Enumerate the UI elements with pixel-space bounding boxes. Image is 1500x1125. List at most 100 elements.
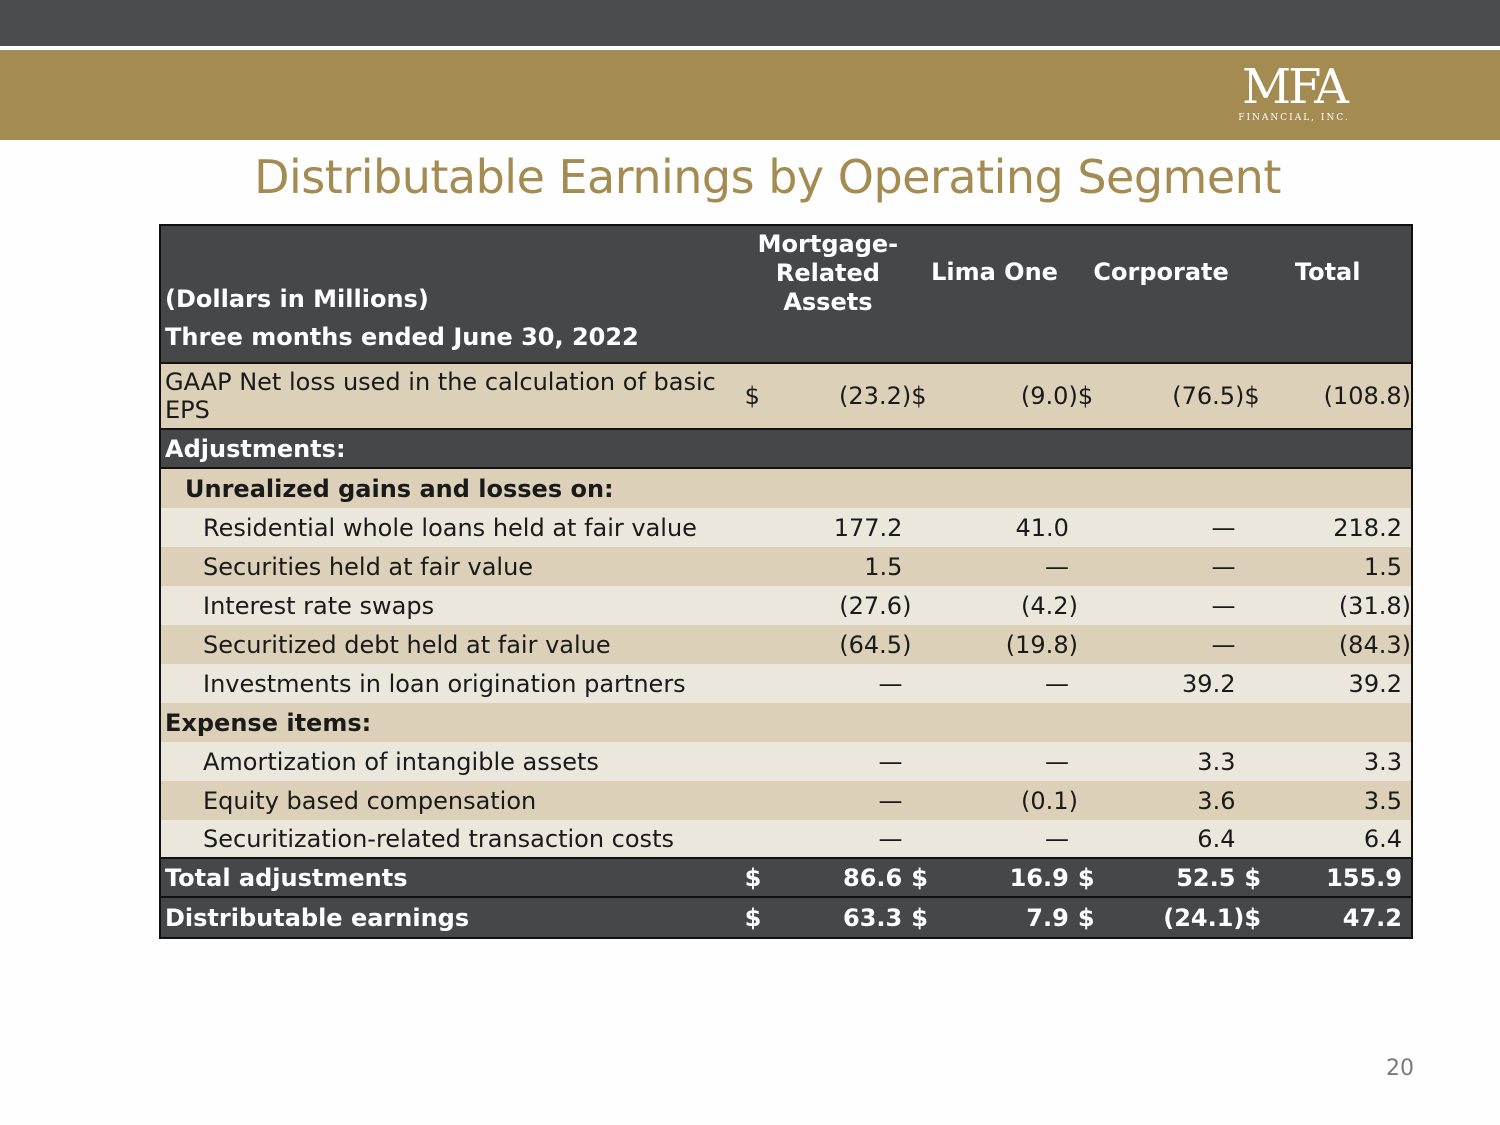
row-label: Securities held at fair value xyxy=(203,552,534,581)
currency-symbol: $ xyxy=(1077,382,1094,410)
period-label: Three months ended June 30, 2022 xyxy=(165,323,639,351)
currency-symbol: $ xyxy=(1077,863,1095,892)
row-label: Amortization of intangible assets xyxy=(203,747,599,776)
currency-symbol: $ xyxy=(744,863,762,892)
value-text: 3.3 xyxy=(1197,747,1236,776)
value-cell: $52.5 xyxy=(1078,864,1245,892)
value-cell: (0.1) xyxy=(911,787,1078,815)
value-text: 86.6 xyxy=(843,863,903,892)
value-text: — xyxy=(878,669,903,698)
value-cell: — xyxy=(911,825,1078,853)
column-header-mortgage: Mortgage- Related Assets xyxy=(745,226,912,362)
row-label: Investments in loan origination partners xyxy=(203,669,686,698)
value-text: (108.8) xyxy=(1323,382,1411,410)
row-label: Equity based compensation xyxy=(203,786,537,815)
value-text: (4.2) xyxy=(1021,591,1078,620)
row-label: GAAP Net loss used in the calculation of… xyxy=(165,368,716,424)
unrealized-header-row: Unrealized gains and losses on: xyxy=(161,469,1411,508)
row-label: Securitized debt held at fair value xyxy=(203,630,611,659)
value-cell: 3.6 xyxy=(1078,787,1245,815)
value-text: — xyxy=(1044,552,1069,581)
column-header-lima-one: Lima One xyxy=(911,226,1078,362)
value-cell: 6.4 xyxy=(1244,825,1411,853)
value-cell: — xyxy=(745,825,912,853)
value-cell: — xyxy=(1078,592,1245,620)
value-cell: 218.2 xyxy=(1244,514,1411,542)
value-text: (76.5) xyxy=(1172,382,1245,410)
value-cell: — xyxy=(1078,514,1245,542)
value-text: 218.2 xyxy=(1333,513,1402,542)
table-row: Securities held at fair value 1.5 — — 1.5 xyxy=(161,547,1411,586)
value-text: 41.0 xyxy=(1015,513,1069,542)
table-row: Equity based compensation — (0.1) 3.6 3.5 xyxy=(161,781,1411,820)
row-label: Residential whole loans held at fair val… xyxy=(203,513,697,542)
value-text: 52.5 xyxy=(1176,863,1236,892)
value-text: (31.8) xyxy=(1338,591,1411,620)
value-text: (27.6) xyxy=(839,591,912,620)
value-cell: $16.9 xyxy=(911,864,1078,892)
currency-symbol: $ xyxy=(911,863,928,892)
logo-main: MFA xyxy=(1242,59,1349,115)
gaap-row: GAAP Net loss used in the calculation of… xyxy=(161,364,1411,430)
column-header-text: Corporate xyxy=(1093,258,1229,286)
value-cell: 1.5 xyxy=(745,553,912,581)
currency-symbol: $ xyxy=(1244,382,1260,410)
value-text: 155.9 xyxy=(1326,863,1402,892)
value-cell: — xyxy=(911,748,1078,776)
company-logo: MFA FINANCIAL, INC. xyxy=(1224,62,1364,128)
value-cell: $ (9.0) xyxy=(911,382,1078,410)
value-cell: $ (24.1) xyxy=(1078,904,1245,932)
value-cell: — xyxy=(745,670,912,698)
value-cell: 3.3 xyxy=(1244,748,1411,776)
value-cell: $ (76.5) xyxy=(1078,382,1245,410)
adjustments-header-row: Adjustments: xyxy=(161,430,1411,469)
units-label: (Dollars in Millions) xyxy=(165,285,429,313)
row-label: Adjustments: xyxy=(165,434,346,463)
value-cell: $ (108.8) xyxy=(1244,382,1411,410)
table-body: GAAP Net loss used in the calculation of… xyxy=(161,364,1411,937)
value-cell: (64.5) xyxy=(745,630,912,659)
currency-symbol: $ xyxy=(1244,903,1262,932)
table-row: Securitization-related transaction costs… xyxy=(161,820,1411,859)
value-text: (23.2) xyxy=(839,382,912,410)
column-header-text: Lima One xyxy=(931,258,1058,286)
value-text: — xyxy=(1211,591,1236,620)
value-text: 3.5 xyxy=(1363,786,1402,815)
value-cell: $ (23.2) xyxy=(745,382,912,410)
value-text: 39.2 xyxy=(1348,669,1402,698)
table-row: Interest rate swaps (27.6) (4.2) — (31.8) xyxy=(161,586,1411,625)
column-header-corporate: Corporate xyxy=(1078,226,1245,362)
header-label-cell: (Dollars in Millions) Three months ended… xyxy=(161,226,745,362)
value-cell: $7.9 xyxy=(911,904,1078,932)
value-cell: $47.2 xyxy=(1244,904,1411,932)
value-text: — xyxy=(878,824,903,853)
value-text: 3.6 xyxy=(1197,786,1236,815)
value-text: (0.1) xyxy=(1021,786,1078,815)
value-text: 1.5 xyxy=(864,552,903,581)
value-text: (9.0) xyxy=(1020,382,1078,410)
value-cell: $63.3 xyxy=(745,904,912,932)
value-cell: — xyxy=(1078,631,1245,659)
value-text: (24.1) xyxy=(1163,903,1245,932)
row-label: Securitization-related transaction costs xyxy=(203,824,674,853)
value-text: (19.8) xyxy=(1005,630,1078,659)
value-text: — xyxy=(878,747,903,776)
value-text: 16.9 xyxy=(1009,863,1069,892)
currency-symbol: $ xyxy=(744,382,760,410)
currency-symbol: $ xyxy=(744,903,762,932)
value-text: — xyxy=(1044,669,1069,698)
value-text: 39.2 xyxy=(1182,669,1236,698)
table-row: Investments in loan origination partners… xyxy=(161,664,1411,703)
row-label: Expense items: xyxy=(165,708,372,737)
value-text: — xyxy=(1044,747,1069,776)
page-title: Distributable Earnings by Operating Segm… xyxy=(254,150,1281,204)
logo-sub: FINANCIAL, INC. xyxy=(1238,113,1350,123)
value-text: (64.5) xyxy=(839,630,912,659)
value-text: — xyxy=(1044,824,1069,853)
value-cell: — xyxy=(745,748,912,776)
value-cell: (19.8) xyxy=(911,631,1078,659)
value-text: — xyxy=(1211,552,1236,581)
value-text: 177.2 xyxy=(833,513,903,542)
top-band xyxy=(0,0,1500,50)
value-cell: 3.3 xyxy=(1078,748,1245,776)
